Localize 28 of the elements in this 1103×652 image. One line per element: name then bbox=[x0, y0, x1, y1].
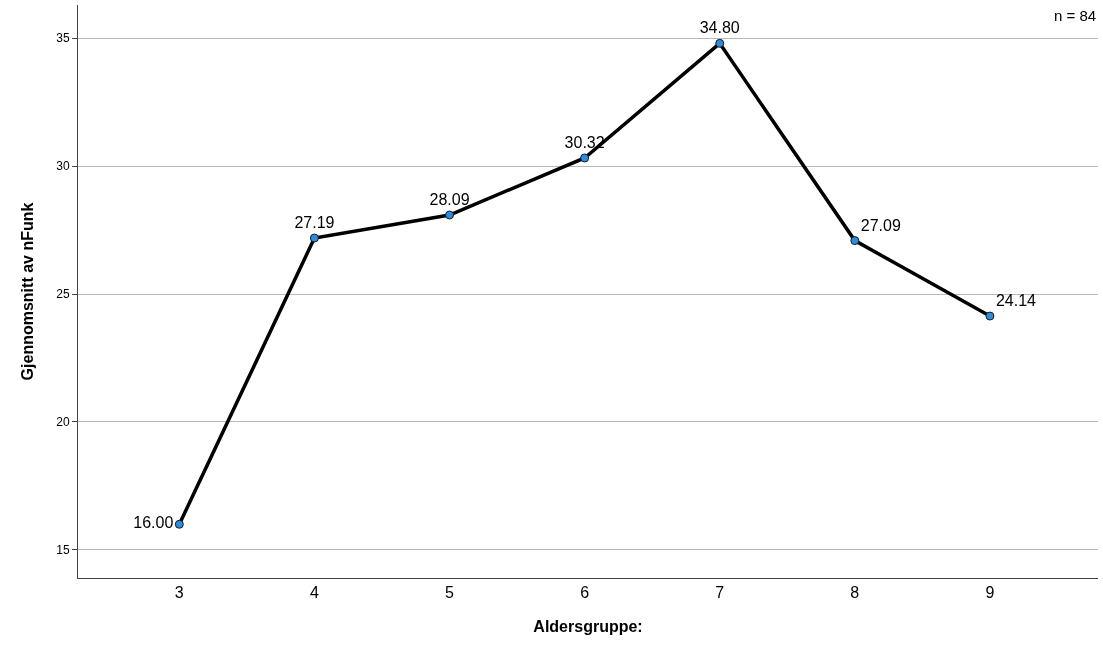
x-tick-label: 4 bbox=[309, 584, 319, 602]
y-tick-label: 15 bbox=[56, 543, 70, 558]
x-tick-label: 7 bbox=[715, 584, 725, 602]
x-tick-label: 5 bbox=[445, 584, 455, 602]
y-axis-title: Gjennomsnitt av nFunk bbox=[19, 202, 37, 381]
data-label: 28.09 bbox=[429, 191, 470, 209]
x-tick-label: 6 bbox=[580, 584, 590, 602]
y-tick-label: 35 bbox=[56, 31, 70, 46]
point bbox=[445, 210, 455, 220]
point bbox=[580, 153, 590, 163]
point bbox=[985, 311, 995, 321]
point bbox=[850, 236, 860, 246]
point bbox=[309, 233, 319, 243]
x-tick-label: 9 bbox=[985, 584, 995, 602]
x-tick-label: 3 bbox=[174, 584, 184, 602]
y-tick-label: 30 bbox=[56, 159, 70, 174]
data-label: 16.00 bbox=[133, 514, 174, 532]
data-label: 24.14 bbox=[995, 292, 1037, 310]
annotation: n = 84 bbox=[1054, 7, 1097, 24]
data-label: 27.19 bbox=[294, 214, 335, 232]
y-tick-label: 20 bbox=[56, 415, 70, 430]
data-label: 27.09 bbox=[860, 216, 901, 234]
data-label: 34.80 bbox=[699, 19, 740, 37]
point bbox=[715, 38, 725, 48]
x-tick-label: 8 bbox=[850, 584, 860, 602]
y-tick-label: 25 bbox=[56, 287, 70, 302]
x-axis-title: Aldersgruppe: bbox=[533, 617, 643, 635]
point bbox=[174, 519, 184, 529]
